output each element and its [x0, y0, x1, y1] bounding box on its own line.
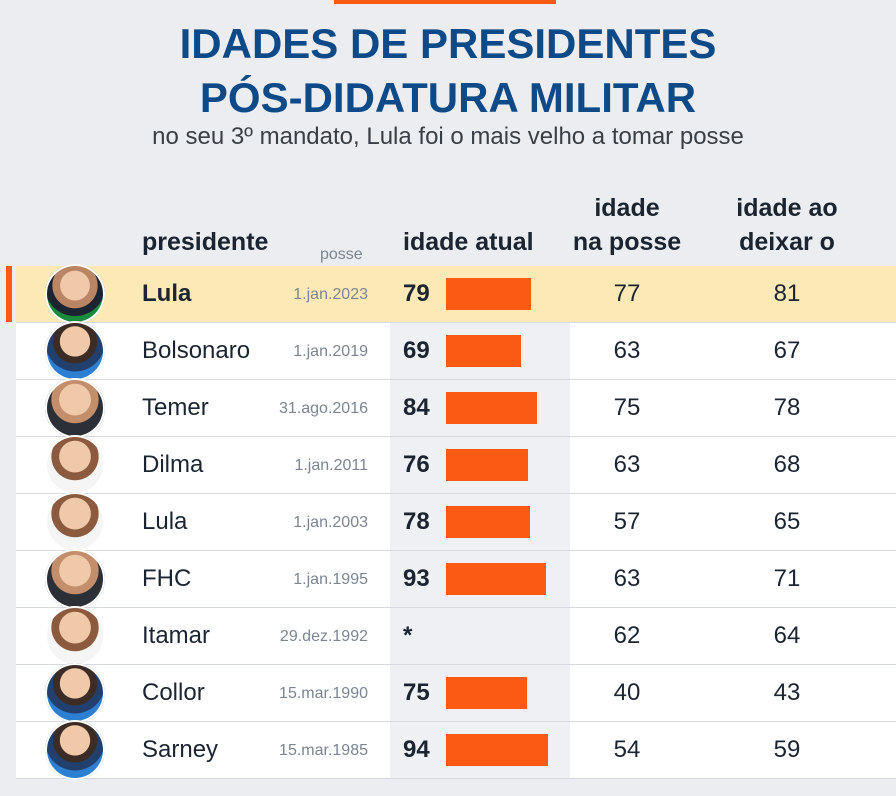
idade-atual-bar [446, 449, 528, 481]
idade-atual-cell: 79 [390, 266, 570, 322]
avatar [45, 549, 105, 609]
idade-atual-cell: 75 [390, 665, 570, 721]
avatar [45, 378, 105, 438]
posse-date: 15.mar.1990 [279, 685, 368, 702]
idade-atual-cell: * [390, 608, 570, 664]
idade-atual-value: 93 [403, 565, 430, 592]
idade-atual-value: 75 [403, 679, 430, 706]
chart-title-line-2: PÓS-DIDATURA MILITAR [199, 74, 697, 121]
idade-atual-value: 84 [403, 394, 430, 421]
posse-date: 1.jan.2003 [293, 514, 368, 531]
idade-atual-value: 79 [403, 280, 430, 307]
idade-posse-value: 77 [613, 280, 641, 307]
idade-posse-value: 63 [613, 337, 641, 364]
table-row: Dilma 1.jan.2011 76 63 68 [16, 435, 896, 495]
idade-atual-bar [446, 677, 527, 709]
president-name: Temer [142, 394, 209, 421]
idade-atual-bar [446, 278, 531, 310]
header-idade-posse-line-1: idade [594, 194, 660, 222]
idade-atual-bar [446, 335, 521, 367]
idade-atual-cell: 78 [390, 494, 570, 550]
idade-posse-value: 57 [613, 508, 641, 535]
header-posse: posse [320, 246, 363, 263]
posse-date: 29.dez.1992 [279, 628, 368, 645]
idade-posse-value: 40 [613, 679, 641, 706]
avatar [45, 435, 105, 495]
header-idade-posse-line-2: na posse [572, 228, 682, 256]
highlight-marker [6, 266, 12, 322]
chart-subtitle: no seu 3º mandato, Lula foi o mais velho… [152, 123, 744, 150]
idade-deixar-value: 68 [773, 451, 801, 478]
idade-deixar-value: 81 [773, 280, 801, 307]
header-presidente: presidente [142, 228, 269, 256]
idade-atual-cell: 94 [390, 722, 570, 778]
idade-atual-cell: 84 [390, 380, 570, 436]
avatar [45, 492, 105, 552]
idade-deixar-value: 65 [773, 508, 801, 535]
table-row: Sarney 15.mar.1985 94 54 59 [16, 720, 896, 780]
idade-atual-cell: 69 [390, 323, 570, 379]
posse-date: 15.mar.1985 [279, 742, 368, 759]
table-row: FHC 1.jan.1995 93 63 71 [16, 549, 896, 609]
idade-deixar-value: 43 [773, 679, 801, 706]
table-row: Lula 1.jan.2003 78 57 65 [16, 492, 896, 552]
idade-deixar-value: 78 [773, 394, 801, 421]
avatar [45, 606, 105, 666]
idade-posse-value: 54 [613, 736, 641, 763]
table-row: Bolsonaro 1.jan.2019 69 63 67 [16, 321, 896, 381]
idade-atual-bar [446, 734, 548, 766]
posse-date: 1.jan.2019 [293, 343, 368, 360]
president-name: FHC [142, 565, 192, 592]
president-name: Bolsonaro [142, 337, 251, 364]
posse-date: 1.jan.2011 [294, 457, 368, 474]
posse-date: 1.jan.2023 [293, 286, 368, 303]
idade-posse-value: 75 [613, 394, 641, 421]
header-idade-atual: idade atual [403, 228, 534, 256]
avatar [45, 663, 105, 723]
idade-atual-bar [446, 563, 546, 595]
idade-deixar-value: 71 [773, 565, 801, 592]
presidents-table: Lula 1.jan.2023 79 77 81 Bolsonaro 1.jan.2019 6… [6, 264, 896, 780]
president-name: Collor [142, 679, 205, 706]
table-row: Lula 1.jan.2023 79 77 81 [6, 264, 896, 324]
president-name: Itamar [142, 622, 211, 649]
idade-atual-cell: 76 [390, 437, 570, 493]
header-idade-deixar-line-1: idade ao [736, 194, 838, 222]
avatar [45, 264, 105, 324]
idade-atual-value: * [403, 622, 413, 649]
president-name: Lula [142, 508, 188, 535]
table-row: Collor 15.mar.1990 75 40 43 [16, 663, 896, 723]
posse-date: 1.jan.1995 [293, 571, 368, 588]
idade-atual-bar [446, 392, 537, 424]
idade-posse-value: 62 [613, 622, 641, 649]
idade-deixar-value: 59 [773, 736, 801, 763]
president-name: Dilma [142, 451, 204, 478]
idade-atual-cell: 93 [390, 551, 570, 607]
idade-atual-value: 78 [403, 508, 430, 535]
idade-atual-value: 94 [403, 736, 430, 763]
president-name: Sarney [142, 736, 219, 763]
idade-deixar-value: 67 [773, 337, 801, 364]
idade-atual-value: 69 [403, 337, 430, 364]
table-row: Temer 31.ago.2016 84 75 78 [16, 378, 896, 438]
idade-atual-value: 76 [403, 451, 430, 478]
idade-atual-bar [446, 506, 530, 538]
top-accent-bar [334, 0, 556, 4]
avatar [45, 321, 105, 381]
posse-date: 31.ago.2016 [279, 400, 368, 417]
idade-posse-value: 63 [613, 451, 641, 478]
idade-posse-value: 63 [613, 565, 641, 592]
table-row: Itamar 29.dez.1992 * 62 64 [16, 606, 896, 666]
president-name: Lula [142, 280, 192, 307]
avatar [45, 720, 105, 780]
chart-title-line-1: IDADES DE PRESIDENTES [179, 20, 717, 67]
idade-deixar-value: 64 [773, 622, 801, 649]
